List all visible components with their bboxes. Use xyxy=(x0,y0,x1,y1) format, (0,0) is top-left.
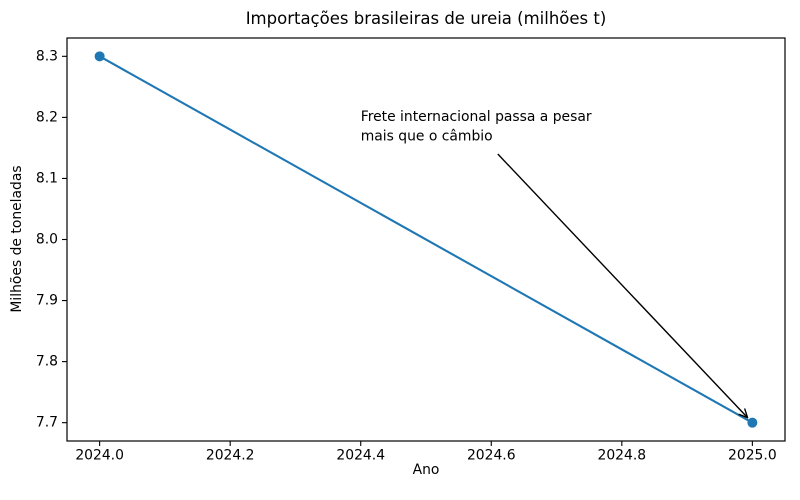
y-tick-label: 8.1 xyxy=(36,170,58,186)
annotation-text: Frete internacional passa a pesar xyxy=(361,109,592,125)
x-tick-label: 2025.0 xyxy=(728,448,777,464)
x-tick-label: 2024.4 xyxy=(336,448,385,464)
x-tick-label: 2024.2 xyxy=(206,448,255,464)
y-tick-label: 7.7 xyxy=(36,415,58,431)
chart-title: Importações brasileiras de ureia (milhõe… xyxy=(245,9,607,28)
x-axis-label: Ano xyxy=(412,462,440,478)
data-point xyxy=(94,51,105,62)
y-tick-label: 8.2 xyxy=(36,109,58,125)
y-tick-label: 8.3 xyxy=(36,48,58,64)
x-tick-label: 2024.8 xyxy=(598,448,647,464)
data-line xyxy=(98,55,754,424)
y-tick-label: 7.9 xyxy=(36,293,58,309)
annotation-arrowhead xyxy=(744,408,749,419)
x-tick-label: 2024.6 xyxy=(467,448,516,464)
annotation-arrowhead xyxy=(738,413,749,419)
y-tick-label: 7.8 xyxy=(36,354,58,370)
annotation-arrow xyxy=(497,153,749,419)
annotation-text: mais que o câmbio xyxy=(361,128,493,144)
x-tick-label: 2024.0 xyxy=(75,448,124,464)
y-tick-label: 8.0 xyxy=(36,232,58,248)
data-point xyxy=(747,417,758,428)
